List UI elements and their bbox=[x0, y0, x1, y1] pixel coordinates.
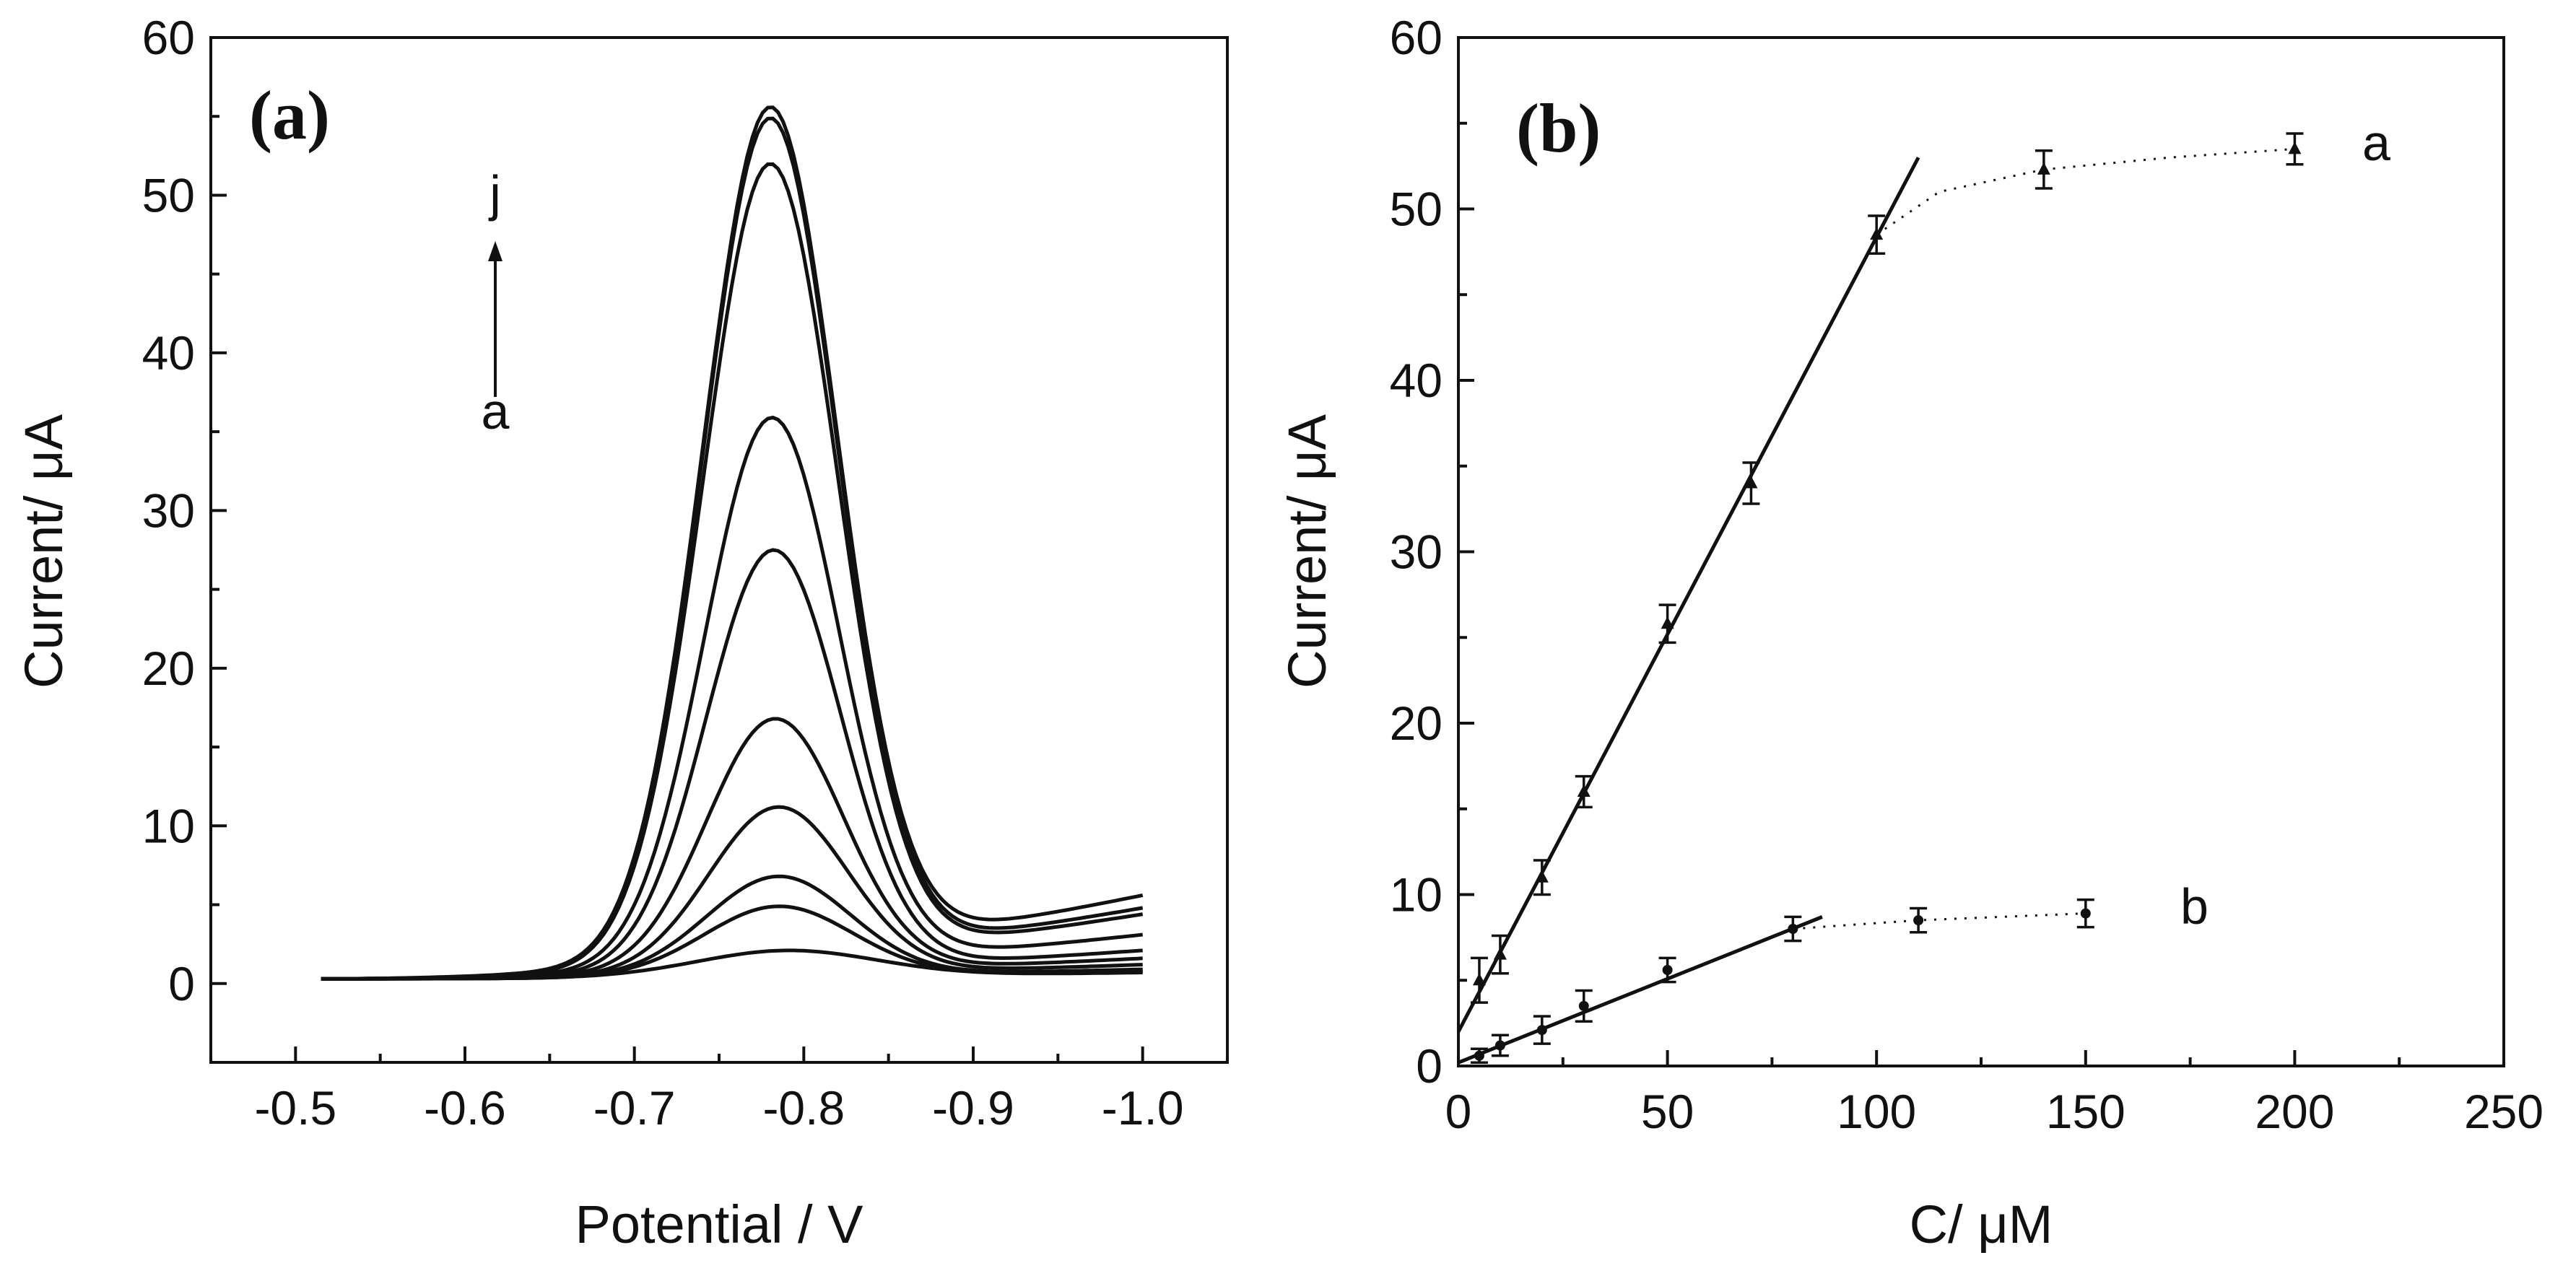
arrow-head-icon bbox=[488, 241, 502, 261]
panel-a-x-axis-title: Potential / V bbox=[575, 1194, 863, 1254]
x-tick-label: 50 bbox=[1641, 1085, 1694, 1138]
triangle-marker bbox=[1472, 973, 1486, 986]
x-tick-label: -1.0 bbox=[1102, 1081, 1184, 1135]
data-point-a bbox=[1868, 214, 1886, 255]
x-tick-label: 150 bbox=[2046, 1085, 2125, 1138]
y-tick-label: 10 bbox=[1390, 868, 1443, 922]
fit-line-a bbox=[1456, 157, 1920, 1033]
y-tick-label: 30 bbox=[142, 484, 195, 537]
circle-marker bbox=[1662, 965, 1673, 975]
triangle-marker bbox=[1535, 870, 1549, 883]
triangle-marker bbox=[1577, 785, 1591, 797]
panel-b: 0 50 100 150 200 250 0 10 20 30 40 50 60 (b) a b C/… bbox=[1277, 11, 2544, 1254]
data-point-b bbox=[2076, 898, 2094, 929]
y-tick-label: 50 bbox=[1390, 183, 1443, 236]
y-tick-label: 20 bbox=[142, 642, 195, 695]
circle-marker bbox=[2080, 908, 2091, 919]
panel-a: -0.5 -0.6 -0.7 -0.8 -0.9 -1.0 0 10 20 30 40 50 60 (… bbox=[14, 11, 1229, 1254]
trend-dotted-a bbox=[1876, 147, 2295, 236]
triangle-marker bbox=[1870, 227, 1884, 240]
panel-b-x-axis-title: C/ μM bbox=[1910, 1194, 2053, 1254]
x-tick-label: 100 bbox=[1837, 1085, 1916, 1138]
x-tick-label: -0.9 bbox=[932, 1081, 1014, 1135]
data-point-a bbox=[1491, 934, 1509, 975]
arrow-start-label: a bbox=[482, 383, 510, 440]
data-point-a bbox=[1470, 956, 1488, 1004]
y-tick-label: 40 bbox=[142, 326, 195, 380]
x-tick-label: 250 bbox=[2464, 1085, 2544, 1138]
data-point-a bbox=[1575, 774, 1593, 809]
circle-marker bbox=[1578, 1000, 1589, 1011]
panel-a-y-ticks: 0 10 20 30 40 50 60 bbox=[142, 11, 227, 1064]
panel-a-label: (a) bbox=[249, 77, 330, 154]
panel-b-points bbox=[1470, 132, 2304, 1064]
data-point-b bbox=[1658, 956, 1676, 984]
panel-b-y-axis-title: Current/ μA bbox=[1277, 414, 1337, 689]
y-tick-label: 50 bbox=[142, 168, 195, 222]
panel-b-y-ticks: 0 10 20 30 40 50 60 bbox=[1390, 11, 1474, 1093]
data-point-b bbox=[1470, 1047, 1488, 1064]
data-point-b bbox=[1491, 1034, 1509, 1057]
x-tick-label: -0.5 bbox=[254, 1081, 336, 1135]
series-label-a: a bbox=[2362, 115, 2390, 171]
y-tick-label: 0 bbox=[168, 957, 195, 1010]
data-point-b bbox=[1575, 989, 1593, 1023]
triangle-marker bbox=[1744, 476, 1758, 489]
triangle-marker bbox=[2037, 162, 2050, 175]
x-tick-label: -0.6 bbox=[424, 1081, 506, 1135]
data-point-b bbox=[1784, 915, 1802, 943]
y-tick-label: 40 bbox=[1390, 354, 1443, 407]
x-tick-label: 200 bbox=[2255, 1085, 2334, 1138]
voltammogram-h bbox=[321, 162, 1144, 981]
panel-b-plot-frame bbox=[1457, 36, 2505, 1067]
data-point-b bbox=[1910, 906, 1928, 934]
data-point-a bbox=[1658, 603, 1676, 644]
trend-dotted-b bbox=[1793, 912, 2086, 930]
panel-a-y-axis-title: Current/ μA bbox=[14, 414, 74, 689]
fit-line-b bbox=[1458, 915, 1823, 1065]
panel-b-x-ticks: 0 50 100 150 200 250 bbox=[1445, 1050, 2544, 1138]
data-point-b bbox=[1533, 1015, 1551, 1045]
y-tick-label: 60 bbox=[142, 11, 195, 64]
y-tick-label: 60 bbox=[1390, 11, 1443, 64]
circle-marker bbox=[1494, 1040, 1505, 1051]
arrow-end-label: j bbox=[488, 165, 501, 222]
circle-marker bbox=[1913, 915, 1924, 926]
x-tick-label: -0.8 bbox=[762, 1081, 845, 1135]
voltammogram-d bbox=[321, 805, 1143, 981]
panel-a-curves bbox=[321, 105, 1144, 981]
y-tick-label: 20 bbox=[1390, 696, 1443, 750]
y-tick-label: 10 bbox=[142, 799, 195, 852]
y-tick-label: 30 bbox=[1390, 525, 1443, 579]
triangle-marker bbox=[1661, 616, 1674, 629]
panel-b-label: (b) bbox=[1516, 89, 1601, 167]
voltammogram-j bbox=[321, 105, 1144, 981]
y-tick-label: 0 bbox=[1416, 1039, 1443, 1093]
voltammogram-e bbox=[321, 717, 1143, 981]
triangle-marker bbox=[1493, 947, 1507, 960]
circle-marker bbox=[1788, 924, 1798, 934]
data-point-a bbox=[2286, 132, 2304, 166]
panel-b-lines bbox=[1456, 147, 2295, 1065]
data-point-a bbox=[2035, 149, 2053, 190]
data-point-a bbox=[1742, 461, 1760, 505]
circle-marker bbox=[1536, 1025, 1547, 1036]
x-tick-label: 0 bbox=[1445, 1085, 1472, 1138]
circle-marker bbox=[1474, 1050, 1484, 1061]
x-tick-label: -0.7 bbox=[593, 1081, 676, 1135]
panel-a-x-ticks: -0.5 -0.6 -0.7 -0.8 -0.9 -1.0 bbox=[254, 1046, 1184, 1135]
series-label-b: b bbox=[2180, 878, 2209, 935]
triangle-marker bbox=[2288, 141, 2302, 154]
data-point-a bbox=[1533, 859, 1551, 896]
